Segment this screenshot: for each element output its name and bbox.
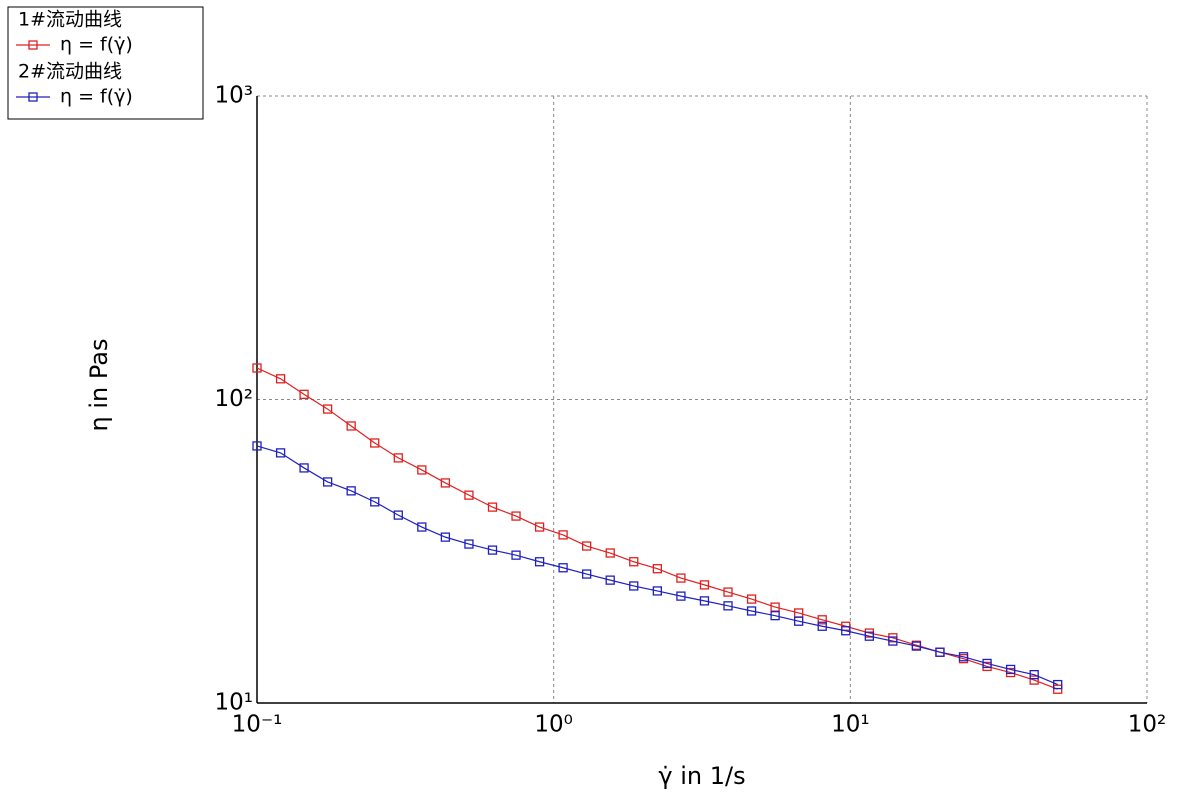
marker (558, 530, 568, 540)
series-line (256, 445, 1058, 686)
marker (676, 591, 686, 601)
marker (487, 545, 498, 555)
marker (370, 438, 380, 448)
marker (723, 601, 733, 611)
y-tick-label: 10³ (215, 83, 254, 109)
legend-marker (28, 40, 38, 50)
marker (322, 404, 333, 414)
marker (605, 575, 615, 585)
marker (817, 621, 827, 631)
series-line (256, 367, 1058, 690)
marker (911, 641, 922, 651)
x-axis-title: γ̇ in 1/s (658, 762, 745, 790)
marker (511, 511, 521, 521)
marker (605, 548, 615, 558)
marker (322, 477, 333, 487)
marker (841, 626, 851, 636)
marker (252, 363, 262, 373)
marker (582, 569, 592, 579)
legend-group: 2#流动曲线 (18, 61, 122, 83)
marker (888, 636, 898, 646)
y-axis-title: η in Pas (85, 339, 113, 432)
marker (794, 616, 804, 626)
y-tick-label: 10² (215, 386, 254, 412)
marker (676, 573, 686, 583)
marker (1053, 684, 1063, 694)
marker (275, 374, 286, 384)
x-tick-label: 10⁰ (534, 712, 573, 738)
marker (629, 557, 639, 567)
marker (1029, 669, 1039, 680)
marker (440, 478, 451, 488)
marker (346, 421, 356, 431)
marker (1005, 664, 1016, 675)
marker (393, 510, 403, 520)
marker (299, 389, 309, 399)
marker (511, 550, 521, 560)
marker (464, 490, 474, 500)
marker (629, 581, 639, 591)
marker (652, 586, 662, 596)
marker (817, 615, 827, 625)
marker (558, 563, 568, 573)
legend-label: η = f(γ̇) (60, 86, 133, 108)
marker (699, 596, 710, 606)
marker (534, 522, 545, 532)
marker (487, 502, 498, 512)
marker (864, 631, 874, 641)
x-tick-label: 10¹ (831, 712, 870, 738)
marker (346, 486, 356, 496)
x-tick-label: 10² (1128, 712, 1167, 738)
y-tick-label: 10¹ (215, 690, 254, 716)
marker (652, 564, 662, 574)
marker (1053, 679, 1063, 690)
marker (699, 580, 710, 590)
marker (370, 497, 380, 507)
legend-group: 1#流动曲线 (18, 9, 122, 31)
marker (1029, 675, 1039, 685)
marker (252, 441, 262, 451)
x-tick-label: 10⁻¹ (232, 712, 283, 738)
legend: 1#流动曲线 η = f(γ̇) 2#流动曲线 η = f(γ̇) (7, 6, 204, 120)
marker (723, 587, 733, 597)
marker (746, 594, 757, 604)
marker (464, 539, 474, 549)
marker (958, 652, 969, 662)
marker (534, 557, 545, 567)
marker (417, 465, 427, 475)
marker (275, 448, 286, 458)
marker (746, 606, 757, 616)
marker (982, 658, 992, 669)
marker (299, 463, 309, 473)
marker (770, 611, 780, 621)
legend-label: η = f(γ̇) (60, 34, 133, 56)
marker (393, 453, 403, 463)
marker (417, 522, 427, 532)
marker (440, 532, 451, 542)
legend-marker (28, 92, 38, 102)
marker (935, 647, 945, 657)
legend-box (7, 6, 204, 120)
marker (582, 541, 592, 551)
